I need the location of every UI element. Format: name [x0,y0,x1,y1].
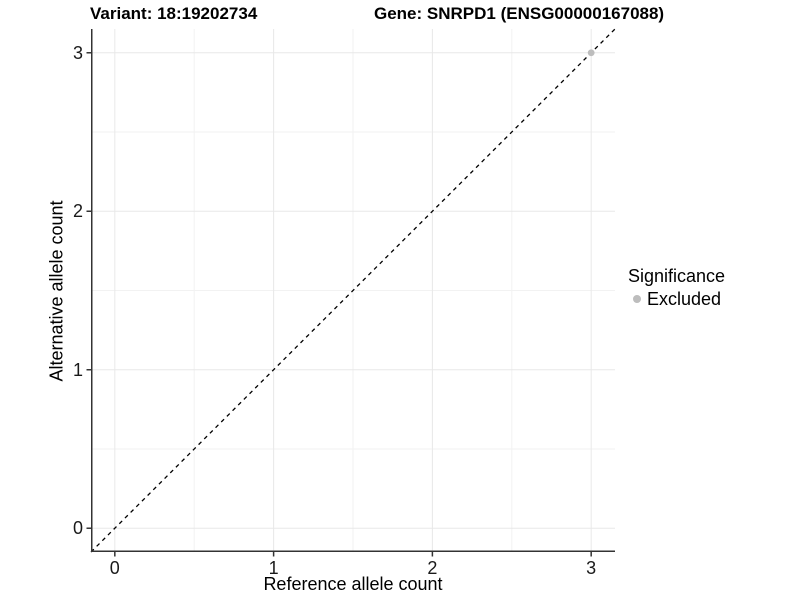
legend-key [628,290,646,308]
variant-title: Variant: 18:19202734 [90,4,258,23]
legend: Significance Excluded [628,265,725,309]
y-axis-title: Alternative allele count [46,200,67,382]
data-point [587,49,595,57]
gene-title: Gene: SNRPD1 (ENSG00000167088) [374,4,665,23]
plot-panel [86,28,616,557]
y-tick-label: 3 [72,42,83,63]
x-tick-label: 3 [586,558,597,578]
x-tick-label: 0 [109,558,120,578]
identity-line [90,28,616,553]
x-axis-title: Reference allele count [263,574,443,594]
x-tick-label: 1 [268,558,279,578]
y-tick-label: 1 [72,359,83,380]
legend-items: Excluded [628,289,725,309]
excluded-point-icon [633,295,641,303]
plot-canvas [86,28,616,557]
y-tick-label: 2 [72,201,83,222]
legend-item-label: Excluded [647,289,722,309]
legend-item: Excluded [628,289,725,309]
y-tick-label: 0 [72,518,83,539]
legend-title: Significance [628,266,726,286]
x-tick-label: 2 [427,558,438,578]
